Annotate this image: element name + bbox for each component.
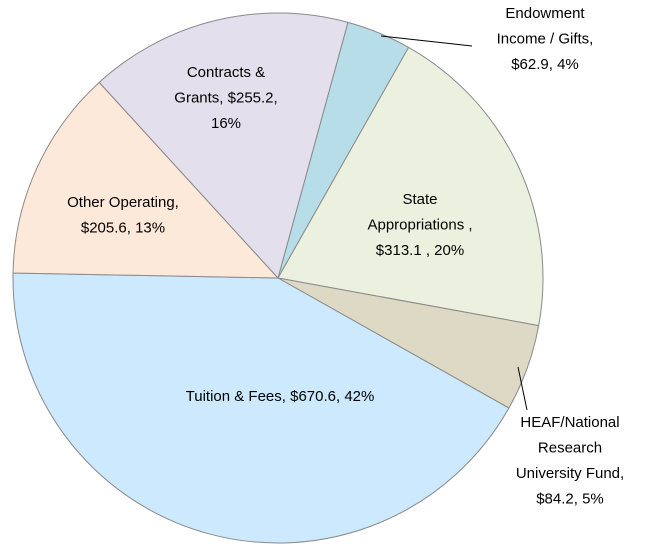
pie-slice (12, 272, 510, 544)
slice-label: $84.2, 5% (536, 490, 604, 507)
slice-label: University Fund, (516, 465, 624, 482)
slice-label: $313.1 , 20% (376, 242, 464, 259)
slice-label: Grants, $255.2, (174, 89, 277, 106)
leader-line (517, 366, 528, 411)
pie-slice (98, 12, 349, 280)
slice-label: Appropriations , (367, 216, 472, 233)
pie-slice (12, 81, 280, 279)
slice-label: HEAF/National (520, 414, 619, 431)
slice-label: Endowment (505, 5, 585, 22)
slice-label: Income / Gifts, (497, 30, 594, 47)
slice-label: Contracts & (187, 64, 265, 81)
pie-slice (277, 46, 544, 327)
slice-label: Other Operating, (67, 194, 179, 211)
slice-label: $205.6, 13% (81, 219, 165, 236)
leader-line (380, 35, 473, 47)
slice-label: $62.9, 4% (511, 56, 579, 73)
slice-label: Research (538, 439, 602, 456)
slice-label: State (402, 191, 437, 208)
slice-label: 16% (211, 115, 241, 132)
slice-label: Tuition & Fees, $670.6, 42% (186, 388, 375, 405)
